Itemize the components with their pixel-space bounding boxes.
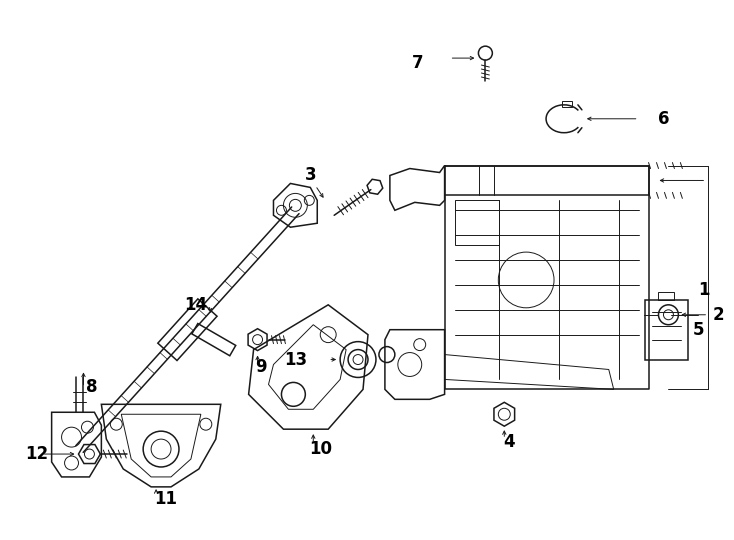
Text: 7: 7	[412, 54, 424, 72]
Text: 13: 13	[284, 350, 307, 368]
Text: 2: 2	[713, 306, 724, 324]
Text: 9: 9	[255, 359, 266, 376]
Text: 4: 4	[504, 433, 515, 451]
Text: 1: 1	[699, 281, 710, 299]
Text: 10: 10	[309, 440, 332, 458]
Text: 6: 6	[658, 110, 669, 128]
Text: 14: 14	[184, 296, 208, 314]
Text: 8: 8	[86, 379, 97, 396]
Text: 3: 3	[305, 166, 316, 185]
Text: 11: 11	[155, 490, 178, 508]
Text: 5: 5	[693, 321, 704, 339]
Text: 12: 12	[25, 445, 48, 463]
